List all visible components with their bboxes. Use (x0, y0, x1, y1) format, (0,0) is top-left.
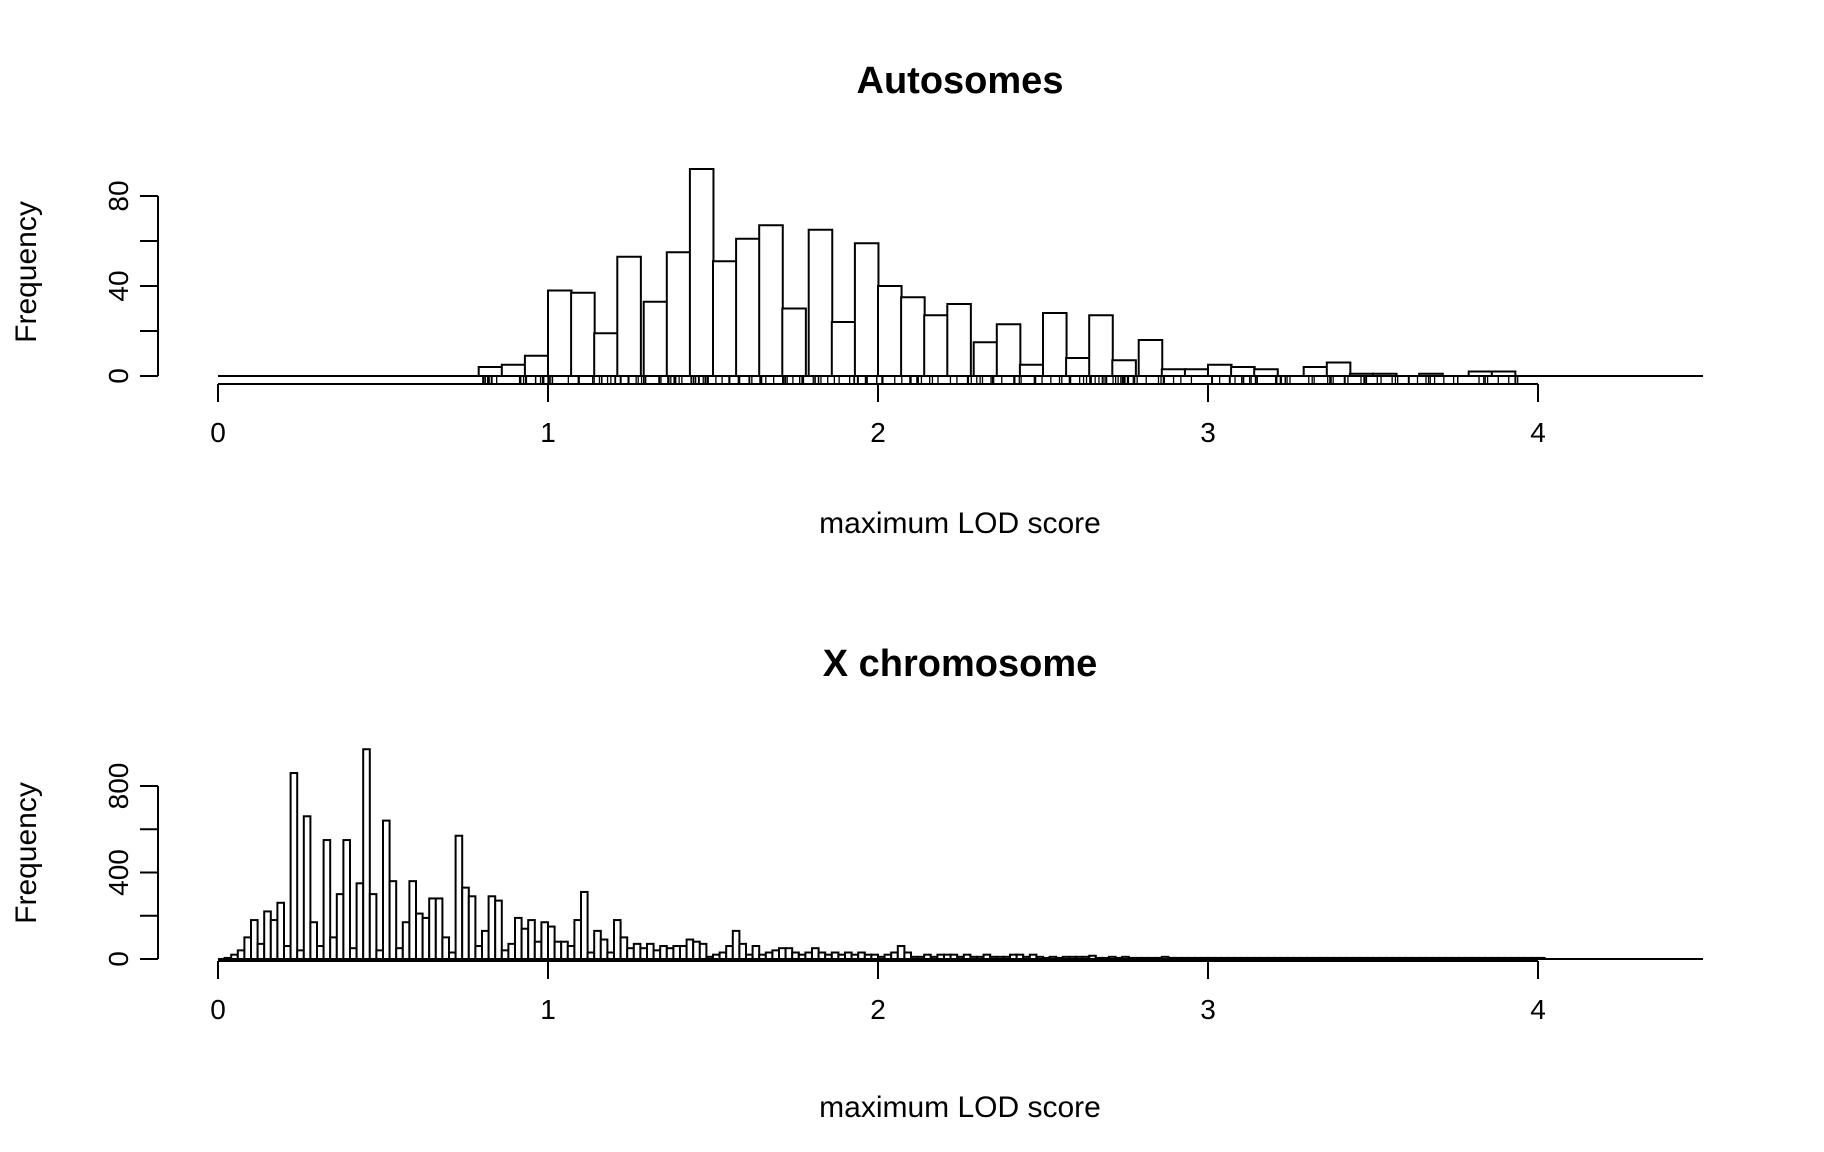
x-chromosome-histogram-panel: X chromosome Frequency maximum LOD score… (10, 643, 1703, 1124)
x-chromosome-y-tick-label: 0 (103, 951, 134, 967)
autosomes-histogram-bar (642, 300, 669, 377)
autosomes-histogram-bar (570, 291, 596, 377)
x-chromosome-x-tick-label: 0 (210, 994, 226, 1025)
autosomes-rug (482, 377, 1519, 383)
autosomes-histogram-bar (946, 303, 972, 377)
x-chromosome-title: X chromosome (823, 643, 1098, 685)
x-chromosome-y-axis-label: Frequency (10, 782, 43, 924)
x-chromosome-x-tick-label: 1 (540, 994, 556, 1025)
x-chromosome-y-tick-label: 400 (103, 849, 134, 896)
autosomes-title: Autosomes (857, 60, 1064, 102)
autosomes-histogram-bar (1207, 363, 1233, 377)
x-chromosome-y-tick-label: 800 (103, 763, 134, 810)
autosomes-histogram-bar (758, 224, 784, 377)
x-chromosome-histogram-bar (342, 839, 351, 960)
autosomes-histogram-bar (1088, 314, 1114, 377)
autosomes-histogram-bar (1230, 366, 1256, 377)
x-chromosome-x-tick-label: 2 (870, 994, 886, 1025)
autosomes-histogram-bar (523, 354, 550, 377)
autosomes-histogram-bar (1137, 339, 1164, 377)
autosomes-histogram-panel: Autosomes Frequency maximum LOD score 0 4… (10, 60, 1703, 540)
autosomes-histogram-bar (593, 332, 619, 377)
autosomes-histogram-bar (547, 289, 573, 377)
autosomes-histogram-bar (972, 341, 999, 377)
autosomes-histogram-bar (1042, 312, 1068, 377)
autosomes-histogram-bar (500, 363, 527, 377)
autosomes-histogram-bar (830, 321, 857, 377)
autosomes-y-axis-label: Frequency (10, 201, 43, 343)
autosomes-histogram-bar (1160, 368, 1187, 377)
autosomes-histogram-bar (1253, 368, 1279, 377)
autosomes-x-tick-label: 0 (210, 417, 226, 448)
autosomes-histogram-bar (477, 366, 504, 377)
x-chromosome-histogram-bar (368, 893, 378, 960)
autosomes-histogram-bar (995, 323, 1022, 377)
autosomes-axes: 0 40 80 0 1 2 3 4 (103, 180, 1703, 448)
autosomes-y-tick-label: 40 (103, 270, 134, 301)
autosomes-histogram-bar (1302, 366, 1329, 377)
x-chromosome-histogram-bar (289, 772, 299, 961)
x-chromosome-bars (223, 748, 1546, 961)
autosomes-histogram-bar (877, 285, 903, 377)
autosomes-x-tick-label: 1 (540, 417, 556, 448)
autosomes-histogram-bar (807, 228, 834, 377)
autosomes-x-tick-label: 3 (1200, 417, 1216, 448)
autosomes-histogram-bar (1111, 359, 1137, 377)
autosomes-bars (477, 168, 1517, 377)
autosomes-histogram-bar (688, 168, 715, 377)
x-chromosome-x-axis-label: maximum LOD score (819, 1091, 1101, 1124)
autosomes-x-axis-label: maximum LOD score (819, 507, 1101, 540)
x-chromosome-x-tick-label: 3 (1200, 994, 1216, 1025)
autosomes-histogram-bar (1325, 361, 1352, 377)
autosomes-histogram-bar (616, 255, 642, 377)
autosomes-x-tick-label: 4 (1530, 417, 1546, 448)
autosomes-histogram-bar (1065, 357, 1091, 377)
autosomes-histogram-bar (1183, 368, 1210, 377)
autosomes-x-tick-label: 2 (870, 417, 886, 448)
autosomes-histogram-bar (900, 296, 926, 377)
x-chromosome-axes: 0 400 800 0 1 2 3 4 (103, 763, 1703, 1025)
autosomes-histogram-bar (1018, 363, 1045, 377)
x-chromosome-x-tick-label: 4 (1530, 994, 1546, 1025)
autosomes-histogram-bar (665, 251, 692, 377)
autosomes-histogram-bar (923, 314, 949, 377)
autosomes-histogram-bar (853, 242, 880, 377)
autosomes-histogram-bar (712, 260, 738, 377)
autosomes-histogram-bar (781, 307, 807, 377)
autosomes-y-tick-label: 80 (103, 180, 134, 211)
autosomes-y-tick-label: 0 (103, 368, 134, 384)
x-chromosome-histogram-bar (580, 890, 589, 961)
autosomes-histogram-bar (735, 237, 761, 377)
